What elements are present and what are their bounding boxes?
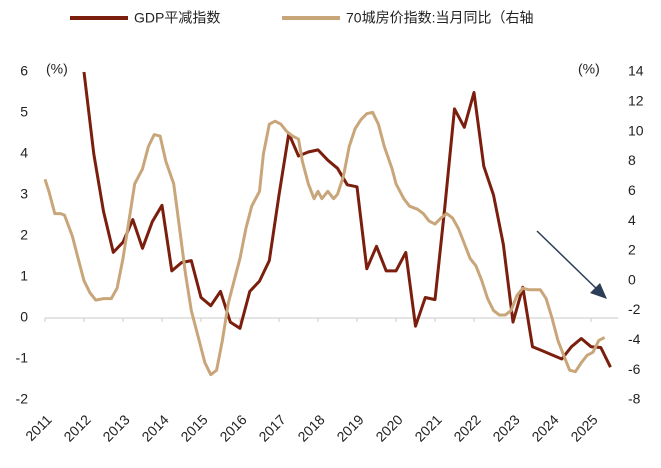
left-unit: (%) xyxy=(46,61,68,77)
y2-tick-label: -4 xyxy=(628,331,641,347)
y-tick-label: -1 xyxy=(16,350,29,366)
x-tick-label: 2023 xyxy=(489,411,522,444)
y-tick-label: 0 xyxy=(20,309,28,325)
y2-tick-label: 12 xyxy=(628,93,644,109)
y2-tick-label: 8 xyxy=(628,152,636,168)
series-line xyxy=(82,71,612,368)
x-tick-label: 2021 xyxy=(411,411,444,444)
trend-arrow xyxy=(536,230,604,296)
y-tick-label: 4 xyxy=(20,145,28,161)
x-tick-label: 2020 xyxy=(372,411,405,444)
y2-tick-label: -8 xyxy=(628,391,641,407)
y-tick-label: 6 xyxy=(20,63,28,79)
y2-tick-label: 6 xyxy=(628,182,636,198)
x-tick-label: 2025 xyxy=(567,411,600,444)
right-unit: (%) xyxy=(578,61,600,77)
x-tick-label: 2018 xyxy=(294,411,327,444)
y2-tick-label: 14 xyxy=(628,63,644,79)
y-tick-label: 1 xyxy=(20,268,28,284)
y-tick-label: 2 xyxy=(20,227,28,243)
y-tick-label: 5 xyxy=(20,104,28,120)
arrow-head xyxy=(590,283,607,299)
x-tick-label: 2017 xyxy=(255,411,288,444)
y-tick-label: -2 xyxy=(16,391,29,407)
legend-label: 70城房价指数:当月同比（右轴 xyxy=(346,10,533,26)
series-line xyxy=(43,110,606,377)
x-tick-label: 2012 xyxy=(60,411,93,444)
y2-tick-label: 4 xyxy=(628,212,636,228)
y2-tick-label: -2 xyxy=(628,301,641,317)
x-tick-label: 2022 xyxy=(450,411,483,444)
x-tick-label: 2024 xyxy=(528,411,561,444)
y2-tick-label: 10 xyxy=(628,122,644,138)
x-tick-label: 2019 xyxy=(333,411,366,444)
y2-tick-label: 0 xyxy=(628,271,636,287)
y2-tick-label: -6 xyxy=(628,361,641,377)
x-tick-label: 2016 xyxy=(216,411,249,444)
x-tick-label: 2011 xyxy=(22,411,55,444)
x-tick-label: 2015 xyxy=(177,411,210,444)
y-tick-label: 3 xyxy=(20,186,28,202)
y2-tick-label: 2 xyxy=(628,242,636,258)
legend-label: GDP平减指数 xyxy=(134,10,220,26)
x-tick-label: 2013 xyxy=(99,411,132,444)
x-tick-label: 2014 xyxy=(138,411,171,444)
